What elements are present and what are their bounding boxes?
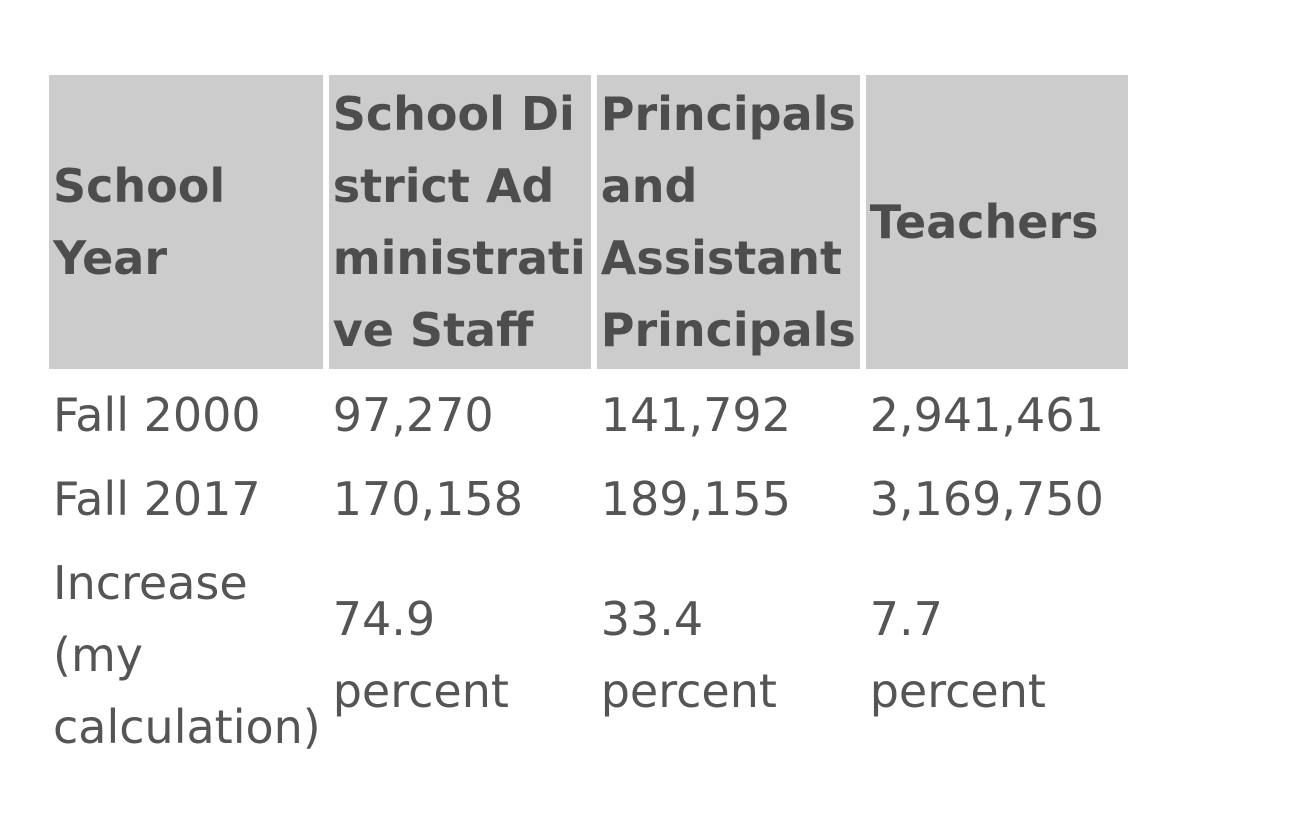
cell-district-admin-staff: 170,158 [332, 472, 523, 526]
cell-school-year: Increase (my calculation) [53, 556, 321, 754]
header-principals: Principals and Assistant Principals [596, 75, 860, 369]
table-row: Fall 2017 170,158 189,155 3,169,750 [49, 457, 1128, 541]
cell-school-year: Fall 2017 [53, 472, 261, 526]
header-school-year: School Year [49, 75, 323, 369]
header-teachers: Teachers [865, 75, 1128, 369]
cell-principals: 141,792 [600, 388, 791, 442]
table-row: Increase (my calculation) 74.9 percent 3… [49, 541, 1128, 769]
table-body: Fall 2000 97,270 141,792 2,941,461 Fall … [49, 369, 1128, 769]
cell-district-admin-staff: 97,270 [332, 388, 494, 442]
header-row: School Year School District Administrati… [49, 75, 1128, 369]
cell-teachers: 3,169,750 [869, 472, 1104, 526]
cell-teachers: 7.7 percent [869, 592, 1046, 718]
table-header: School Year School District Administrati… [49, 75, 1128, 369]
cell-teachers: 2,941,461 [869, 388, 1104, 442]
cell-school-year: Fall 2000 [53, 388, 261, 442]
staffing-table: School Year School District Administrati… [43, 75, 1134, 769]
cell-principals: 33.4 percent [600, 592, 777, 718]
header-district-admin-staff: School District Administrative Staff [328, 75, 591, 369]
table-row: Fall 2000 97,270 141,792 2,941,461 [49, 369, 1128, 457]
cell-principals: 189,155 [600, 472, 791, 526]
cell-district-admin-staff: 74.9 percent [332, 592, 509, 718]
